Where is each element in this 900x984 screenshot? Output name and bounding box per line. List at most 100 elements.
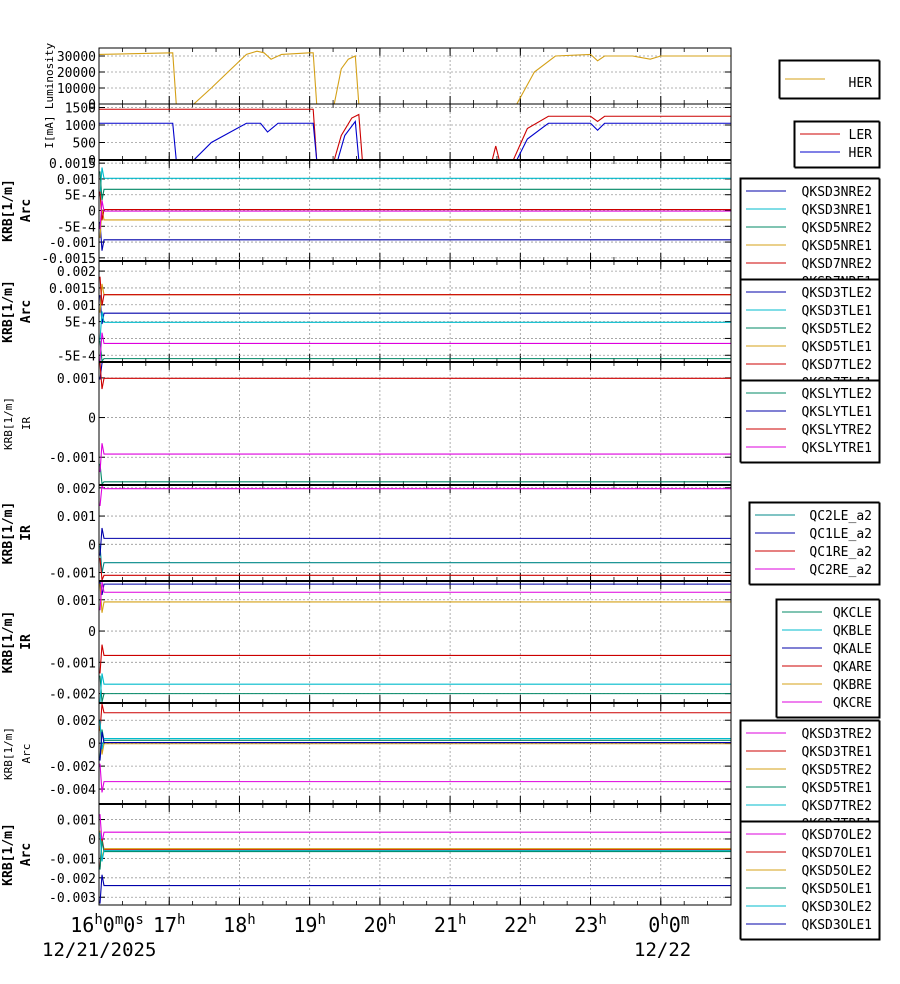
legend-frame xyxy=(793,120,880,168)
y-tick-label: 5E-4 xyxy=(65,316,96,331)
legend-label: QKSD3TRE2 xyxy=(802,727,872,742)
legend: QKSD7OLE2 QKSD7OLE1 QKSD5OLE2 QKSD5OLE1 QKSD… xyxy=(739,820,881,941)
legend-label: QC2RE_a2 xyxy=(809,563,872,578)
legend-label: QKSD5NRE2 xyxy=(802,221,872,236)
chart-panel-2: 1500 1000 500 0 I[mA] LER HER xyxy=(43,102,881,169)
legend-label: QKARE xyxy=(833,660,872,675)
legend-label: QKSD7OLE2 xyxy=(802,828,872,843)
legend-label: QKSD7TLE2 xyxy=(802,358,872,373)
legend-shadow xyxy=(776,599,881,719)
series-line-qkslytre1 xyxy=(99,443,731,473)
legend-label: QKALE xyxy=(833,642,872,657)
y-tick-label: 0.001 xyxy=(57,372,96,387)
legend-label: QKSD5OLE1 xyxy=(802,882,872,897)
x-tick-label: 0h0m xyxy=(648,912,689,937)
y-tick-label: 0 xyxy=(88,737,96,752)
y-tick-label: -0.001 xyxy=(49,451,96,466)
series-line-qkslytle1 xyxy=(99,362,731,380)
y-tick-label: -0.001 xyxy=(49,852,96,867)
y-tick-label: 0 xyxy=(88,538,96,553)
series-group xyxy=(99,167,731,251)
legend-label: LER xyxy=(849,128,873,143)
series-line-qc2le_a2 xyxy=(99,545,731,574)
legend-label: QKSD3TRE1 xyxy=(802,745,872,760)
y-axis-label: KRB[1/m] xyxy=(1,823,16,886)
series-group xyxy=(99,108,731,160)
legend-frame xyxy=(739,177,880,297)
legend-label: QKSLYTLE2 xyxy=(802,387,872,402)
legend: LER HER xyxy=(793,120,881,169)
y-tick-label: -0.004 xyxy=(49,783,96,798)
y-tick-label: 0.001 xyxy=(57,814,96,829)
y-tick-label: 10000 xyxy=(57,82,96,97)
legend-label: QKSD5TRE2 xyxy=(802,763,872,778)
legend-label: QC1LE_a2 xyxy=(809,527,872,542)
series-line-qc1re_a2 xyxy=(99,558,731,581)
series-group xyxy=(99,485,731,581)
legend-shadow xyxy=(749,502,881,586)
legend-frame xyxy=(739,379,880,463)
y-tick-label: -0.001 xyxy=(49,236,96,251)
y-tick-label: 0 xyxy=(88,625,96,640)
legend-label: QKSD3TLE2 xyxy=(802,286,872,301)
legend-label: QKCLE xyxy=(833,606,872,621)
y-axis-label: KRB[1/m] xyxy=(1,502,16,565)
y-tick-label: 0 xyxy=(88,98,96,113)
plot-frame xyxy=(98,103,732,161)
y-tick-label: 1000 xyxy=(65,119,96,134)
chart-panel-6: 0.002 0.001 0 -0.001 KRB[1/m] IR QC2LE_a2 QC1LE… xyxy=(1,482,881,586)
series-line-qksd5nre1 xyxy=(99,209,731,239)
date-label-start: 12/21/2025 xyxy=(42,939,156,961)
y-tick-label: 0.002 xyxy=(57,482,96,497)
series-line-qksd5ole1 xyxy=(99,840,731,870)
y-axis-label: KRB[1/m] xyxy=(1,280,16,343)
y-tick-label: 0 xyxy=(88,412,96,427)
series-line-qkale xyxy=(99,581,731,596)
series-line-ler xyxy=(99,108,731,160)
legend-label: QKCRE xyxy=(833,696,872,711)
series-line-qkcle xyxy=(99,675,731,703)
chart-panel-8: 0.002 0 -0.002 -0.004 KRB[1/m] Arc QKSD3TRE2 QK… xyxy=(2,702,881,840)
y-tick-label: 0.0015 xyxy=(49,157,96,172)
series-line-her xyxy=(99,50,731,104)
legend-label: QKSD3NRE2 xyxy=(802,185,872,200)
series-line-qksd5nre2 xyxy=(99,171,731,201)
y-tick-label: 5E-4 xyxy=(65,189,96,204)
legend-shadow xyxy=(740,380,881,464)
legend-frame xyxy=(748,501,880,585)
legend-frame xyxy=(739,719,880,839)
series-line-qkslytle2 xyxy=(99,463,731,485)
series-group xyxy=(99,50,731,104)
series-line-qksd3tre1 xyxy=(99,703,731,731)
legend-label: QKSLYTRE1 xyxy=(802,441,872,456)
series-line-qksd3ole2 xyxy=(99,832,731,862)
series-line-qksd7nre1 xyxy=(99,200,731,230)
y-axis-label: KRB[1/m] xyxy=(1,611,16,674)
legend: QKSLYTLE2 QKSLYTLE1 QKSLYTRE2 QKSLYTRE1 xyxy=(739,379,881,464)
y-axis-label: KRB[1/m] xyxy=(2,397,15,450)
y-axis-label: Luminosity xyxy=(43,43,56,110)
series-group xyxy=(99,581,731,703)
y-axis-sublabel: Arc xyxy=(19,300,34,323)
y-axis-sublabel: IR xyxy=(19,634,34,650)
series-line-qksd3tle1 xyxy=(99,311,731,341)
series-line-qksd7nre2 xyxy=(99,191,731,221)
series-line-qksd7ole2 xyxy=(99,814,731,844)
x-tick-label: 20h xyxy=(364,912,397,937)
x-tick-label: 18h xyxy=(223,912,256,937)
legend-label: HER xyxy=(849,146,873,161)
series-line-qkslytre2 xyxy=(99,362,731,390)
series-line-her xyxy=(99,120,731,160)
y-tick-label: 0.001 xyxy=(57,594,96,609)
legend-label: QKSD7NRE2 xyxy=(802,257,872,272)
legend-label: QKSD7OLE1 xyxy=(802,846,872,861)
series-group xyxy=(99,276,731,362)
legend-label: QKSLYTLE1 xyxy=(802,405,872,420)
y-tick-label: -5E-4 xyxy=(57,220,96,235)
y-axis-label: KRB[1/m] xyxy=(2,727,15,780)
series-line-qksd3tle2 xyxy=(99,295,731,325)
plot-frame xyxy=(98,260,732,363)
series-line-qksd5ole2 xyxy=(99,830,731,860)
x-tick-label: 23h xyxy=(574,912,607,937)
